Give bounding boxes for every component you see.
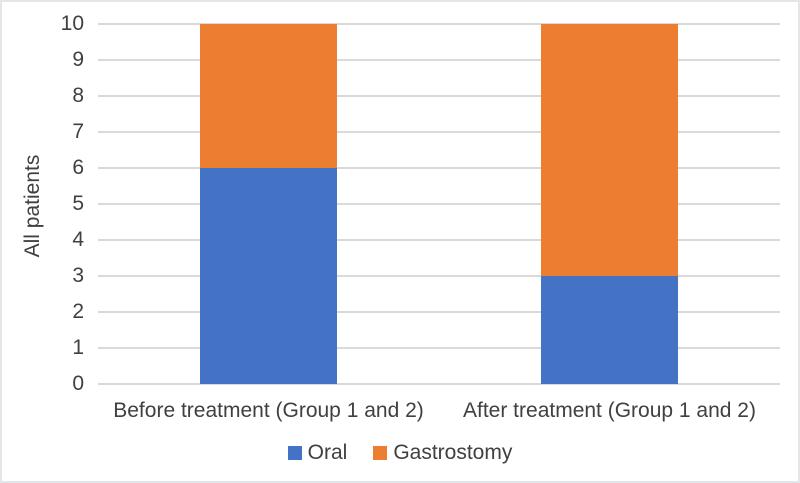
gridline [98,23,780,25]
legend: Oral Gastrostomy [2,441,798,465]
gridline [98,131,780,133]
y-tick-label: 2 [72,300,84,323]
y-tick-label: 3 [72,264,84,287]
bar-segment-oral [541,276,678,384]
bar-segment-oral [200,168,337,384]
y-tick-label: 10 [60,12,84,35]
bar-segment-gastrostomy [200,24,337,168]
gridline [98,203,780,205]
x-category-label: Before treatment (Group 1 and 2) [113,399,424,422]
gridline [98,95,780,97]
bar-segment-gastrostomy [541,24,678,276]
legend-swatch-oral-icon [287,446,302,460]
x-category-label: After treatment (Group 1 and 2) [463,399,756,422]
legend-item-gastrostomy: Gastrostomy [373,441,512,465]
legend-label-gastrostomy: Gastrostomy [393,441,513,464]
gridline [98,59,780,61]
y-tick-label: 6 [72,156,84,179]
y-tick-label: 8 [72,84,84,107]
gridline [98,239,780,241]
y-tick-label: 5 [72,192,84,215]
y-tick-label: 9 [72,48,84,71]
legend-label-oral: Oral [307,441,348,464]
gridline [98,383,780,385]
gridline [98,347,780,349]
gridline [98,275,780,277]
legend-item-oral: Oral [287,441,348,465]
gridline [98,167,780,169]
y-tick-label: 0 [72,372,84,395]
y-tick-label: 4 [72,228,84,251]
gridline [98,311,780,313]
y-tick-label: 7 [72,120,84,143]
legend-swatch-gastrostomy-icon [373,446,388,460]
y-tick-label: 1 [72,336,84,359]
